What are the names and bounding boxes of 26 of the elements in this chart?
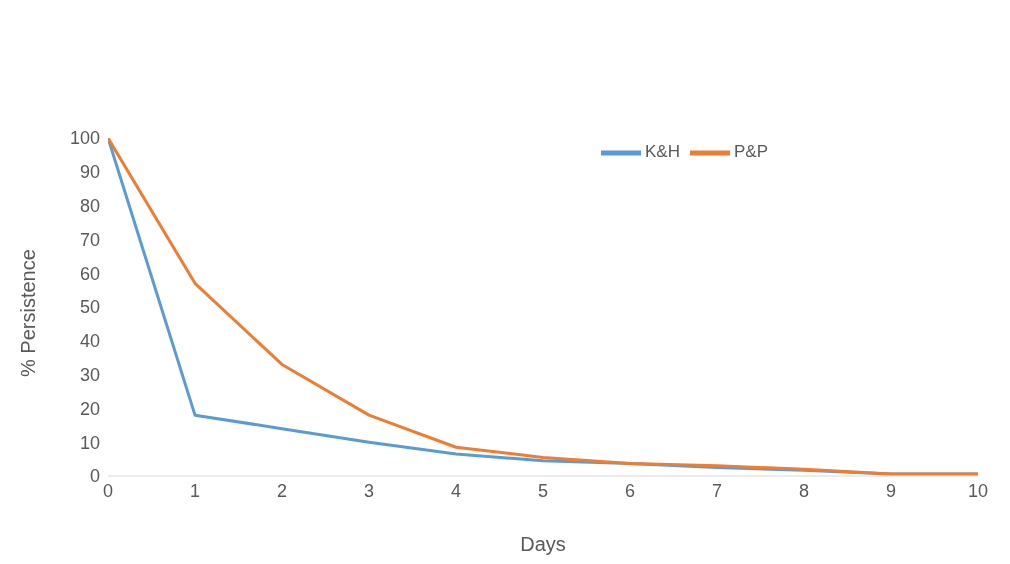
x-tick-label: 7 bbox=[711, 480, 723, 501]
x-tick-label: 10 bbox=[967, 480, 989, 501]
y-axis-title: % Persistence bbox=[17, 249, 40, 377]
y-tick-label: 80 bbox=[79, 195, 100, 216]
y-tick-label: 100 bbox=[69, 128, 100, 149]
x-tick-label: 1 bbox=[189, 480, 201, 501]
x-axis-title: Days bbox=[520, 533, 566, 555]
x-tick-label: 2 bbox=[276, 480, 288, 501]
x-tick-label: 5 bbox=[537, 480, 549, 501]
y-tick-label: 10 bbox=[79, 432, 100, 453]
x-tick-label: 3 bbox=[363, 480, 375, 501]
y-tick-label: 30 bbox=[79, 364, 100, 385]
y-tick-label: 70 bbox=[79, 229, 100, 250]
legend-label: K&H bbox=[645, 142, 680, 162]
x-tick-label: 9 bbox=[885, 480, 897, 501]
y-tick-label: 90 bbox=[79, 162, 100, 183]
legend-label: P&P bbox=[733, 142, 768, 162]
y-tick-label: 50 bbox=[79, 297, 100, 318]
y-tick-label: 20 bbox=[79, 398, 100, 419]
y-tick-label: 40 bbox=[79, 331, 100, 352]
x-tick-label: 4 bbox=[450, 480, 462, 501]
x-tick-label: 6 bbox=[624, 480, 636, 501]
y-tick-label: 0 bbox=[89, 466, 100, 487]
y-tick-label: 60 bbox=[79, 263, 100, 284]
x-tick-label: 8 bbox=[798, 480, 810, 501]
x-tick-label: 0 bbox=[102, 480, 114, 501]
